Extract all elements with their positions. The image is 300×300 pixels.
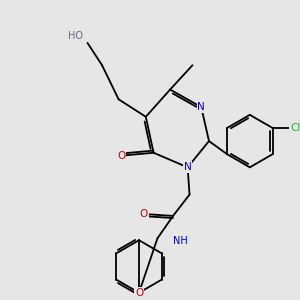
Text: N: N (184, 162, 191, 172)
Text: O: O (140, 209, 148, 219)
Text: Cl: Cl (290, 123, 300, 133)
Text: HO: HO (68, 31, 83, 41)
Text: O: O (135, 288, 143, 298)
Text: N: N (197, 102, 205, 112)
Text: O: O (117, 151, 126, 161)
Text: NH: NH (173, 236, 188, 246)
